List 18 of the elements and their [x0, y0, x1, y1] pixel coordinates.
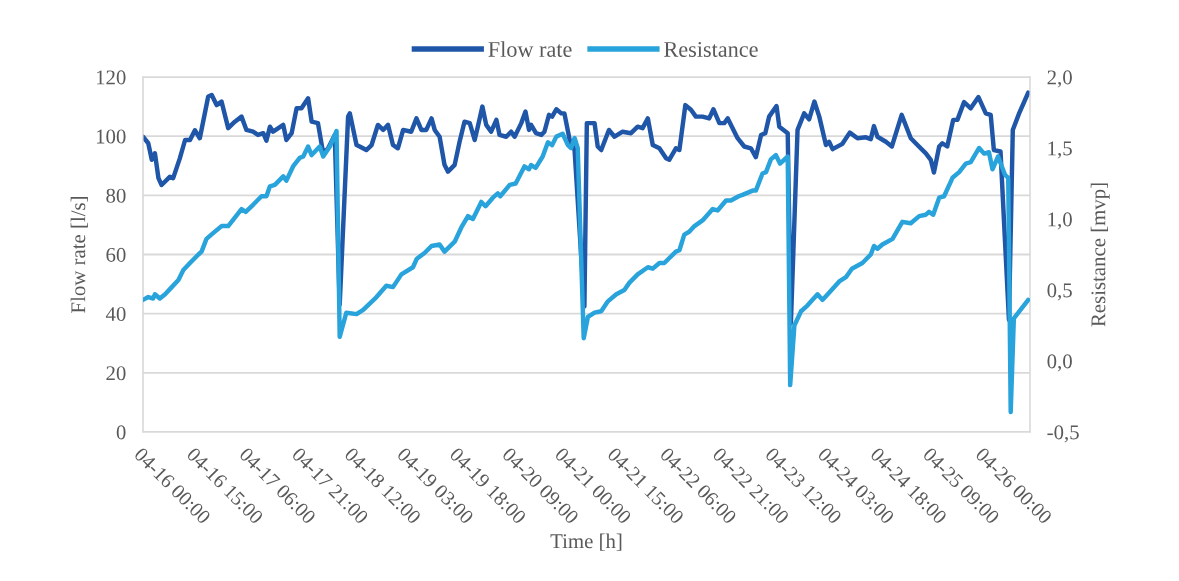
y-tick-label: 20 — [106, 366, 126, 381]
y2-tick-label: -0,5 — [1047, 425, 1079, 443]
legend-label: Resistance — [664, 41, 758, 57]
y2-tick-label: 0,5 — [1047, 283, 1072, 301]
y-tick-label: 100 — [96, 129, 126, 144]
y-axis-title: Flow rate [l/s] — [70, 197, 88, 313]
legend-label: Flow rate — [488, 41, 572, 57]
y2-tick-label: 1,0 — [1048, 212, 1072, 230]
y-tick-label: 0 — [116, 425, 126, 440]
x-axis-title: Time [h] — [550, 533, 622, 551]
y2-axis-title: Resistance [mvp] — [1090, 183, 1110, 327]
y2-tick-label: 2,0 — [1047, 70, 1072, 88]
y2-tick-label: 1,5 — [1048, 141, 1072, 159]
y-tick-label: 120 — [96, 70, 126, 85]
y-tick-label: 60 — [106, 247, 126, 262]
y-tick-label: 40 — [105, 307, 126, 322]
y-tick-label: 80 — [106, 188, 126, 203]
y2-tick-label: 0,0 — [1047, 354, 1072, 372]
